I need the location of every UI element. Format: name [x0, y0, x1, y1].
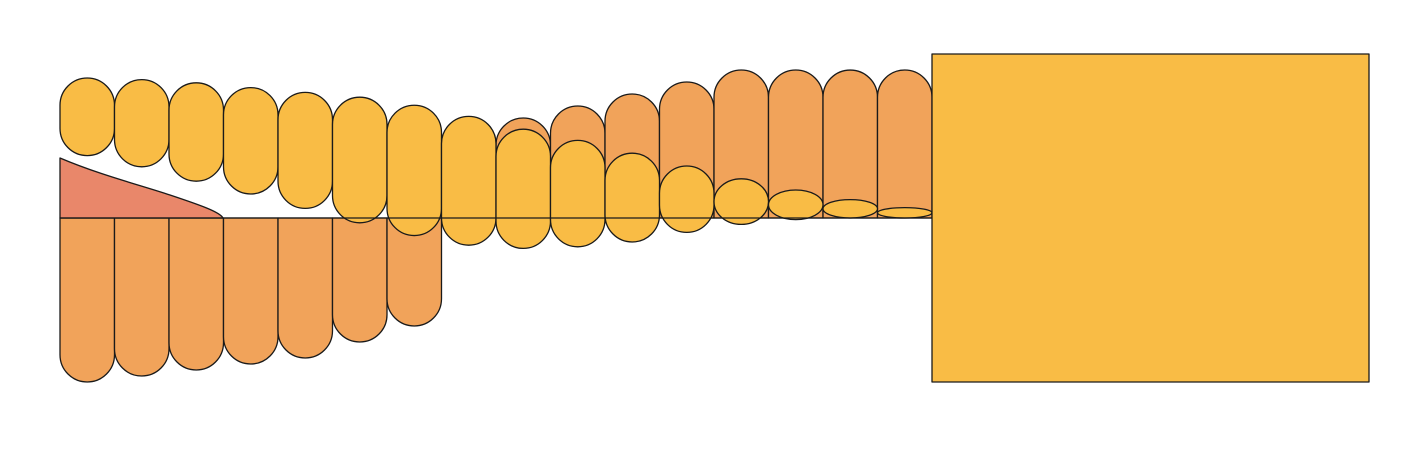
accent-wedge	[59, 157, 224, 219]
bar-10	[549, 139, 606, 248]
bar-15	[822, 198, 879, 219]
bar-9	[495, 128, 552, 250]
lower-band-segment	[386, 217, 443, 327]
bar-6	[331, 96, 388, 224]
lower-band-segment	[222, 217, 279, 365]
bar-2	[113, 78, 170, 168]
overlay-layer	[60, 53, 1370, 383]
bar-4	[222, 86, 279, 195]
upper-band-segment	[767, 69, 824, 219]
lower-band-segment	[59, 217, 116, 383]
bar-7	[386, 104, 443, 237]
upper-band-segment	[876, 69, 933, 219]
lower-band-segment	[113, 217, 170, 377]
upper-band-segment	[713, 69, 770, 219]
bar-3	[168, 82, 225, 182]
bar-11	[604, 152, 661, 243]
upper-band-segment	[822, 69, 879, 219]
lower-band-segment	[168, 217, 225, 371]
summary-block	[931, 53, 1370, 383]
bar-5	[277, 91, 334, 210]
bar-14	[767, 189, 824, 221]
lower-band-segment	[331, 217, 388, 343]
lower-band-segment	[277, 217, 334, 359]
bar-12	[658, 165, 715, 234]
bar-8	[440, 115, 497, 246]
bar-1	[59, 77, 116, 157]
bar-16	[876, 206, 933, 219]
